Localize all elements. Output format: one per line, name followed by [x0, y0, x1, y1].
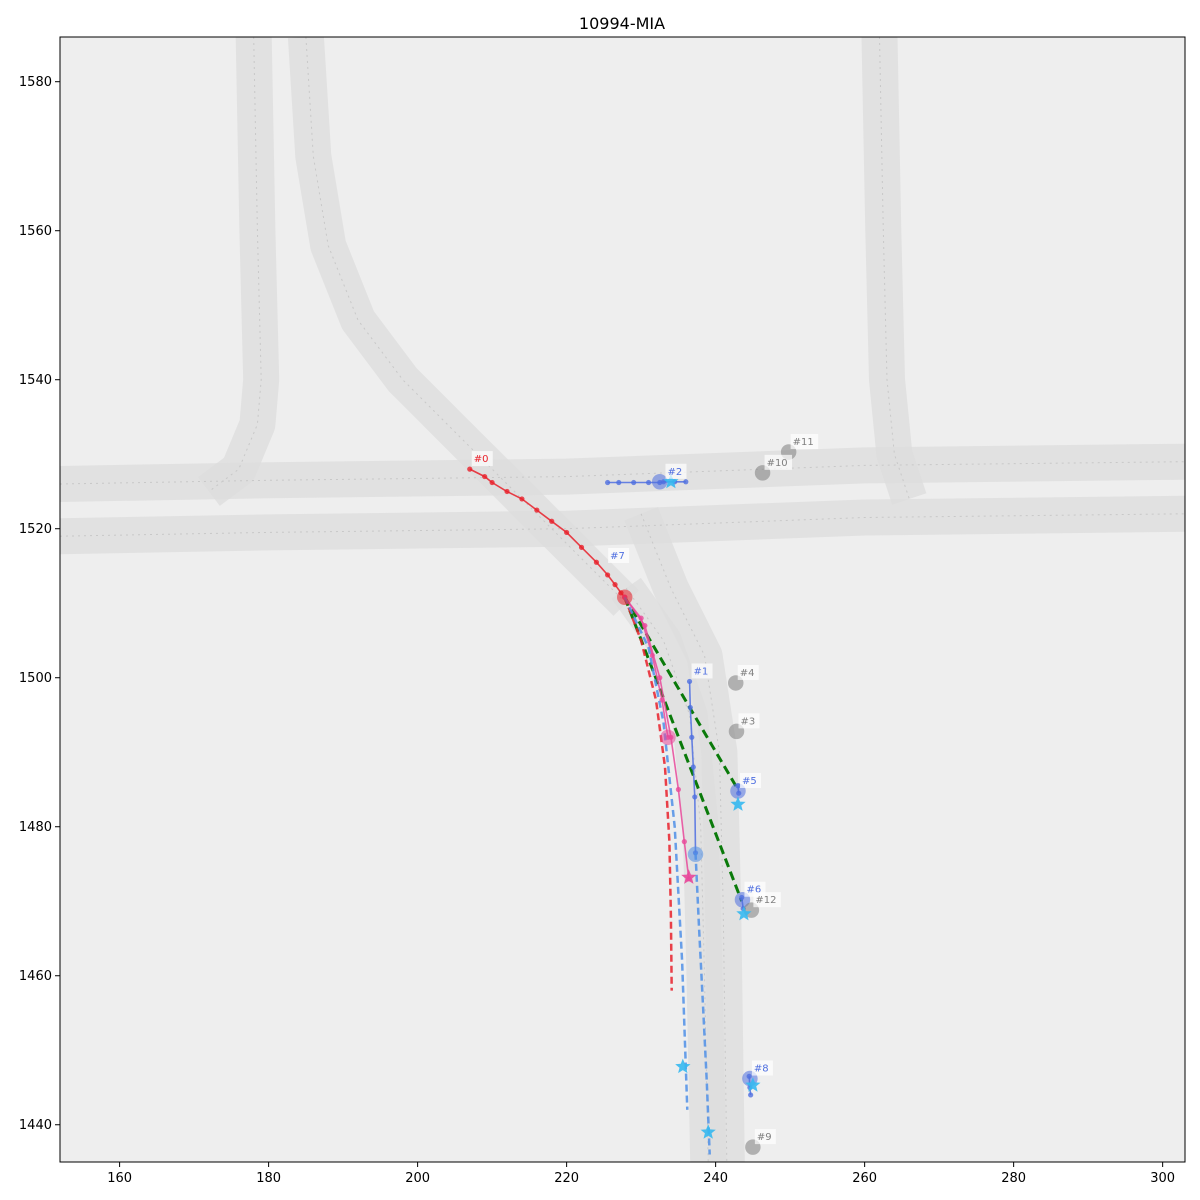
- goal-star-2: [736, 905, 752, 921]
- trajectory-point-#0-6: [549, 518, 555, 524]
- trajectory-point-#0-9: [593, 559, 600, 565]
- trajectory-point-#2-2: [631, 479, 637, 486]
- trajectory-point-#0-8: [578, 544, 585, 550]
- trajectory-point-#0-target-4: [675, 786, 681, 793]
- agent-label-box-#2: [665, 463, 687, 479]
- plot-layer: #0 #1 #2 #3 #4 #5 #6 #7 #8 #9 #10 #11 #12: [60, 37, 1185, 1162]
- right-vertical-lane-centerline: [879, 37, 910, 500]
- y-tick-label-1460: 1460: [19, 969, 52, 984]
- x-tick-label-180: 180: [256, 1171, 281, 1186]
- y-tick-label-1580: 1580: [19, 75, 52, 90]
- trajectory-point-#2-7: [683, 479, 689, 485]
- trajectory-point-#0-prediction-2-2: [649, 652, 655, 658]
- x-tick-label-240: 240: [703, 1171, 728, 1186]
- trajectory-point-#0-10: [604, 572, 611, 578]
- agent-label-#11: #11: [793, 437, 814, 448]
- agent-label-box-#0: [471, 451, 493, 467]
- y-tick-label-1520: 1520: [19, 522, 52, 537]
- y-tick-label-1540: 1540: [19, 373, 52, 388]
- goal-star-0: [681, 869, 697, 884]
- x-tick-label-220: 220: [554, 1171, 579, 1186]
- x-tick-label-260: 260: [852, 1171, 877, 1186]
- goal-star-3: [675, 1058, 691, 1074]
- plot-frame: [59, 36, 1186, 1163]
- trajectory-point-#0-2: [489, 479, 495, 486]
- agent-label-box-#12: [753, 892, 781, 908]
- agent-label-#5: #5: [742, 776, 757, 787]
- relation-line-1: [623, 596, 744, 902]
- trajectory-point-#0-7: [564, 529, 570, 536]
- trajectory-point-#8-2: [748, 1092, 754, 1098]
- trajectory-point-#0-11: [612, 581, 618, 588]
- agent-label-box-#10: [764, 454, 793, 470]
- trajectory-point-#0-prediction-2-3: [659, 697, 665, 703]
- agent-label-#1: #1: [694, 666, 709, 677]
- agent-label-box-#3: [738, 713, 760, 729]
- agent-label-box-#8: [751, 1060, 773, 1076]
- south-branch-lane-centerline: [625, 588, 709, 1162]
- agent-label-#8: #8: [754, 1064, 769, 1075]
- agent-label-box-#5: [739, 772, 761, 788]
- goal-star-4: [700, 1124, 716, 1139]
- y-tick-label-1480: 1480: [19, 820, 52, 835]
- y-tick-label-1560: 1560: [19, 224, 52, 239]
- x-tick-label-280: 280: [1001, 1171, 1026, 1186]
- east-west-south-lane-centerline: [60, 513, 1185, 537]
- trajectory-point-#0-target-2: [657, 675, 663, 681]
- agent-label-#7: #7: [610, 551, 625, 562]
- goal-star-6: [663, 473, 679, 489]
- trajectory-point-#2-1: [616, 479, 622, 486]
- trajectory-point-#1-2: [689, 734, 695, 740]
- trajectory-point-#1-3: [690, 764, 696, 770]
- agent-label-#3: #3: [740, 716, 755, 727]
- x-tick-label-200: 200: [405, 1171, 430, 1186]
- agent-label-#10: #10: [767, 458, 788, 469]
- chart-title: 10994-MIA: [579, 14, 665, 33]
- x-tick-label-300: 300: [1150, 1171, 1175, 1186]
- agent-label-box-#1: [691, 663, 713, 679]
- trajectory-point-#2-0: [604, 479, 611, 486]
- east-west-north-lane-centerline: [60, 461, 1185, 485]
- trajectory-point-#0-5: [534, 507, 540, 513]
- agent-position-3: [652, 474, 668, 490]
- goal-star-5: [745, 1077, 761, 1092]
- y-tick-label-1500: 1500: [19, 671, 52, 686]
- axes: 160 180 200 220 240 260 280 300 1440 1460 1480 1500…: [19, 75, 1175, 1186]
- agent-label-#2: #2: [667, 467, 682, 478]
- trajectory-#7-prediction: [623, 596, 689, 1110]
- trajectory-point-#1-4: [692, 794, 698, 800]
- agent-position-0: [616, 589, 633, 606]
- trajectory-#0-prediction: [623, 596, 673, 991]
- agent-label-#0: #0: [474, 454, 489, 465]
- y-tick-label-1440: 1440: [19, 1118, 52, 1133]
- trajectory-point-#0-1: [482, 473, 488, 480]
- relation-line-0: [623, 596, 740, 791]
- agent-label-#6: #6: [746, 885, 761, 896]
- merge-lane-centerline: [640, 513, 728, 1162]
- x-tick-label-160: 160: [107, 1171, 132, 1186]
- trajectory-point-#1-0: [686, 678, 693, 685]
- goal-star-1: [730, 796, 746, 811]
- agent-label-#9: #9: [757, 1132, 772, 1143]
- agent-label-box-#4: [737, 664, 759, 680]
- trajectory-point-#0-4: [519, 496, 525, 502]
- trajectory-point-#0-3: [504, 488, 510, 495]
- trajectory-point-#0-0: [467, 466, 473, 472]
- trajectory-point-#0-target-5: [681, 839, 687, 845]
- left-curve-lane-centerline: [305, 37, 627, 604]
- agent-label-box-#7: [608, 547, 630, 563]
- agent-label-box-#9: [754, 1129, 776, 1145]
- trajectory-point-#0-prediction-2-1: [638, 615, 644, 621]
- agent-label-#4: #4: [740, 668, 755, 679]
- agent-position-2: [687, 846, 704, 863]
- agent-position-1: [660, 729, 676, 746]
- agent-label-box-#11: [790, 433, 819, 449]
- trajectory-point-#2-3: [645, 479, 652, 486]
- agent-label-#12: #12: [755, 895, 776, 906]
- trajectory-point-#1-1: [687, 704, 693, 711]
- trajectory-#1: [688, 681, 697, 853]
